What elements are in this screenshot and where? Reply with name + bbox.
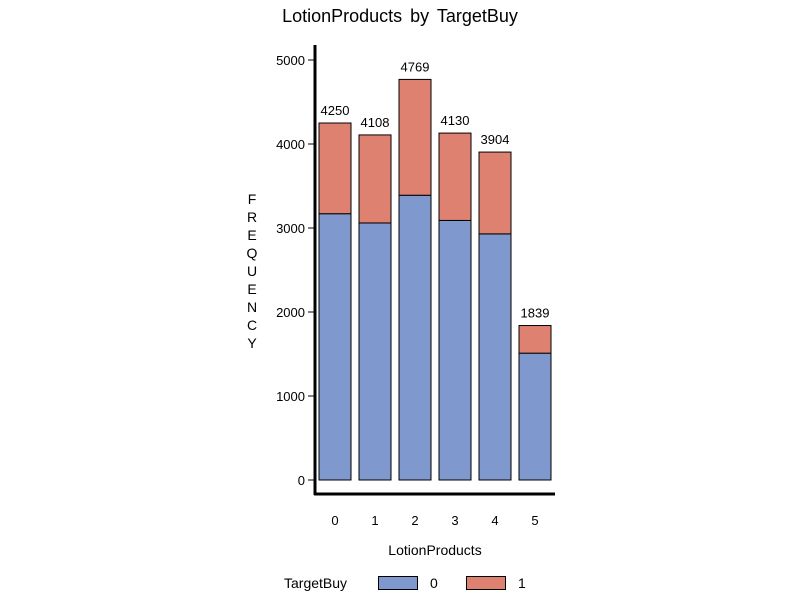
y-axis-label: FREQUENCY bbox=[246, 191, 258, 351]
bar-1-series-0 bbox=[358, 222, 392, 481]
y-tick-label-1: 1000 bbox=[276, 389, 305, 404]
bar-0-series-1 bbox=[318, 122, 352, 215]
y-tick-label-5: 5000 bbox=[276, 53, 305, 68]
bar-3-series-0 bbox=[438, 219, 472, 481]
bar-1-series-1 bbox=[358, 134, 392, 224]
legend: TargetBuy 0 1 bbox=[0, 574, 800, 594]
x-tick-label-5: 5 bbox=[531, 513, 538, 528]
x-tick-label-1: 1 bbox=[371, 513, 378, 528]
legend-swatch-series-0 bbox=[378, 576, 418, 590]
bar-total-label-1: 4108 bbox=[361, 115, 390, 130]
bar-2-series-0 bbox=[398, 194, 432, 481]
x-axis-label: LotionProducts bbox=[388, 542, 482, 558]
bar-total-label-4: 3904 bbox=[481, 132, 510, 147]
legend-label-series-1: 1 bbox=[518, 575, 526, 591]
bar-5-series-1 bbox=[518, 325, 552, 354]
legend-title: TargetBuy bbox=[284, 575, 348, 591]
y-tick-label-3: 3000 bbox=[276, 221, 305, 236]
bar-total-label-0: 4250 bbox=[321, 103, 350, 118]
legend-swatch-series-1 bbox=[466, 576, 506, 590]
bar-4-series-0 bbox=[478, 233, 512, 481]
y-tick-label-2: 2000 bbox=[276, 305, 305, 320]
x-tick-label-2: 2 bbox=[411, 513, 418, 528]
x-tick-label-3: 3 bbox=[451, 513, 458, 528]
bar-total-label-2: 4769 bbox=[401, 59, 430, 74]
x-tick-label-0: 0 bbox=[331, 513, 338, 528]
bar-5-series-0 bbox=[518, 352, 552, 481]
bar-total-label-3: 4130 bbox=[441, 113, 470, 128]
y-tick-label-0: 0 bbox=[298, 473, 305, 488]
legend-label-series-0: 0 bbox=[430, 575, 438, 591]
chart-title: LotionProducts by TargetBuy bbox=[282, 6, 518, 26]
bar-0-series-0 bbox=[318, 213, 352, 481]
bar-2-series-1 bbox=[398, 78, 432, 196]
y-tick-label-4: 4000 bbox=[276, 137, 305, 152]
bar-3-series-1 bbox=[438, 132, 472, 221]
bar-4-series-1 bbox=[478, 151, 512, 235]
x-tick-label-4: 4 bbox=[491, 513, 498, 528]
bar-total-label-5: 1839 bbox=[521, 306, 550, 321]
